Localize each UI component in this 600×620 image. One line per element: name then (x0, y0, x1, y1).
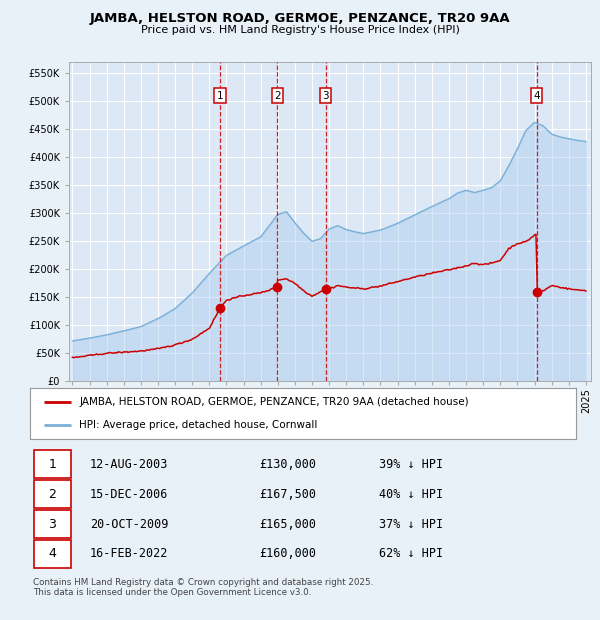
FancyBboxPatch shape (34, 480, 71, 508)
Text: 20-OCT-2009: 20-OCT-2009 (90, 518, 169, 531)
FancyBboxPatch shape (34, 540, 71, 568)
Text: 2: 2 (274, 91, 280, 100)
Text: JAMBA, HELSTON ROAD, GERMOE, PENZANCE, TR20 9AA (detached house): JAMBA, HELSTON ROAD, GERMOE, PENZANCE, T… (79, 397, 469, 407)
FancyBboxPatch shape (34, 451, 71, 478)
Text: 2: 2 (49, 487, 56, 500)
Text: 4: 4 (533, 91, 540, 100)
FancyBboxPatch shape (34, 510, 71, 538)
Text: £165,000: £165,000 (259, 518, 316, 531)
Text: 1: 1 (217, 91, 223, 100)
Text: 39% ↓ HPI: 39% ↓ HPI (379, 458, 443, 471)
Text: 4: 4 (49, 547, 56, 560)
Text: HPI: Average price, detached house, Cornwall: HPI: Average price, detached house, Corn… (79, 420, 317, 430)
Text: 40% ↓ HPI: 40% ↓ HPI (379, 487, 443, 500)
Text: JAMBA, HELSTON ROAD, GERMOE, PENZANCE, TR20 9AA: JAMBA, HELSTON ROAD, GERMOE, PENZANCE, T… (89, 12, 511, 25)
Text: Contains HM Land Registry data © Crown copyright and database right 2025.
This d: Contains HM Land Registry data © Crown c… (33, 578, 373, 597)
Text: Price paid vs. HM Land Registry's House Price Index (HPI): Price paid vs. HM Land Registry's House … (140, 25, 460, 35)
Text: £160,000: £160,000 (259, 547, 316, 560)
Text: 3: 3 (49, 518, 56, 531)
Text: 1: 1 (49, 458, 56, 471)
Text: 3: 3 (322, 91, 329, 100)
Text: 15-DEC-2006: 15-DEC-2006 (90, 487, 169, 500)
Text: 12-AUG-2003: 12-AUG-2003 (90, 458, 169, 471)
Text: £130,000: £130,000 (259, 458, 316, 471)
Text: 62% ↓ HPI: 62% ↓ HPI (379, 547, 443, 560)
Text: £167,500: £167,500 (259, 487, 316, 500)
Text: 37% ↓ HPI: 37% ↓ HPI (379, 518, 443, 531)
Text: 16-FEB-2022: 16-FEB-2022 (90, 547, 169, 560)
